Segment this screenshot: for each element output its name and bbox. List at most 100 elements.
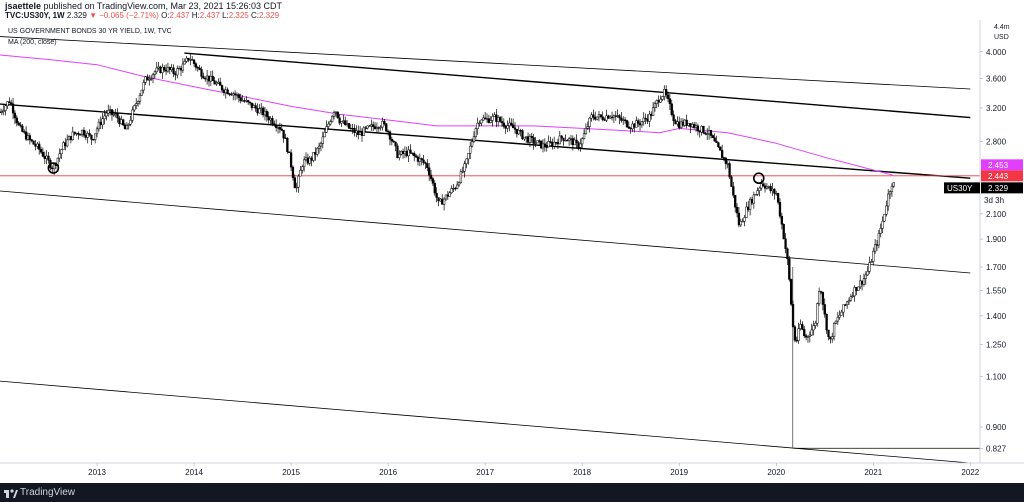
close-value: 2.329 (259, 11, 280, 20)
candle-body-307 (571, 138, 574, 146)
candle-body-224 (416, 156, 420, 162)
candle-body-344 (640, 121, 644, 126)
candle-body-98 (181, 63, 185, 71)
candle-body-3 (4, 105, 7, 111)
candle-body-237 (441, 198, 444, 205)
x-tick-label-2021: 2021 (864, 468, 882, 477)
candle-body-179 (332, 112, 336, 117)
candle-body-346 (644, 117, 647, 120)
candle-body-443 (825, 314, 828, 331)
candle-body-105 (194, 63, 198, 68)
time-axis[interactable]: 2013 2014 2015 2016 2017 2018 2019 2020 2021 2022 (88, 463, 980, 477)
candle-body-202 (375, 127, 379, 129)
candle-body-175 (325, 126, 328, 133)
candle-body-135 (250, 102, 254, 109)
candle-body-313 (582, 133, 586, 140)
candle-body-66 (122, 119, 125, 126)
candle-body-436 (812, 325, 815, 331)
candle-body-293 (545, 146, 548, 148)
candle-body-76 (140, 89, 143, 96)
candle-body-364 (678, 121, 681, 129)
candle-body-383 (713, 137, 716, 142)
candle-body-301 (560, 135, 563, 139)
candle-body-318 (592, 114, 595, 118)
candle-body-132 (245, 100, 248, 102)
y-axis-top-label: 4.4m (994, 24, 1010, 31)
price-axis[interactable]: 4.000 3.600 3.200 2.800 2.100 1.900 1.700 1.550… (980, 48, 1007, 453)
candle-body-411 (765, 186, 769, 189)
candle-body-180 (334, 111, 338, 113)
candle-body-38 (69, 136, 73, 141)
symbol-line: TVC:US30Y, 1W 2.329 ▼ −0.065 (−2.71%) O:… (5, 11, 279, 20)
candle-body-209 (388, 131, 392, 140)
candle-body-11 (19, 124, 22, 127)
candle-body-162 (301, 166, 304, 171)
price-chart[interactable]: 4.000 3.600 3.200 2.800 2.100 1.900 1.700 1.550… (0, 20, 1024, 483)
candle-body-140 (260, 107, 263, 110)
candle-body-94 (174, 73, 177, 76)
candle-body-396 (737, 212, 741, 226)
candle-body-86 (159, 66, 162, 73)
candle-body-272 (506, 125, 509, 129)
candle-body-458 (853, 286, 856, 297)
candle-body-127 (235, 94, 239, 96)
candle-body-129 (239, 97, 242, 101)
candle-body-71 (131, 109, 134, 121)
candle-body-419 (780, 215, 783, 225)
candle-body-455 (847, 299, 851, 303)
publisher-user[interactable]: jsaettele (5, 1, 42, 11)
close-label: C: (251, 11, 259, 20)
candle-body-429 (799, 324, 802, 329)
candle-body-228 (424, 162, 427, 164)
candle-body-291 (541, 143, 545, 149)
candle-body-285 (530, 135, 533, 138)
candle-body-149 (276, 127, 280, 129)
candle-body-124 (230, 93, 233, 96)
candle-body-243 (452, 187, 455, 190)
candle-body-465 (866, 271, 869, 276)
candle-body-90 (166, 67, 170, 72)
candle-body-18 (32, 140, 35, 145)
y-tick-label-1.550: 1.550 (986, 286, 1007, 295)
candle-body-445 (829, 336, 832, 340)
candle-body-327 (609, 116, 612, 119)
open-value: 2.437 (169, 11, 190, 20)
plot-area[interactable] (0, 36, 980, 464)
candle-body-473 (881, 220, 884, 229)
candle-body-371 (691, 124, 694, 128)
tradingview-logo-icon[interactable] (4, 486, 18, 498)
candle-body-246 (457, 182, 461, 186)
candle-body-46 (84, 134, 87, 138)
candle-body-171 (317, 145, 321, 149)
footer-brand[interactable]: TradingView (20, 487, 76, 498)
candle-body-197 (366, 125, 369, 129)
candle-body-297 (553, 141, 556, 147)
candle-body-269 (500, 121, 504, 124)
candle-body-214 (398, 154, 401, 158)
candle-body-363 (676, 121, 679, 125)
candle-body-145 (269, 118, 272, 121)
candle-body-392 (730, 176, 733, 187)
candle-body-147 (273, 123, 276, 126)
candle-body-206 (383, 120, 386, 124)
chart-title: US GOVERNMENT BONDS 30 YR YIELD, 1W, TVC (8, 28, 172, 35)
candle-body-397 (739, 221, 742, 226)
candle-body-325 (605, 115, 608, 121)
candle-body-256 (476, 122, 479, 129)
candle-body-461 (859, 280, 862, 288)
candle-body-215 (400, 150, 403, 155)
candle-body-72 (133, 105, 136, 111)
candle-body-434 (808, 334, 811, 337)
candle-body-172 (319, 143, 323, 147)
candle-body-89 (164, 69, 168, 72)
candle-body-92 (170, 67, 173, 71)
candle-body-83 (153, 71, 157, 75)
candle-body-479 (892, 182, 895, 187)
candle-body-136 (252, 105, 255, 109)
candle-body-121 (224, 89, 227, 93)
candle-body-168 (312, 152, 315, 161)
candle-body-212 (394, 141, 397, 147)
candle-body-33 (60, 149, 63, 155)
candle-body-359 (668, 98, 672, 105)
candle-body-426 (793, 326, 797, 341)
